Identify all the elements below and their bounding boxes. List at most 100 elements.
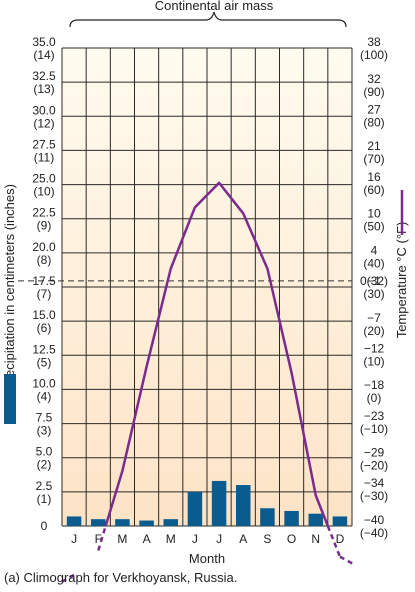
- precipitation-tick-in: (1): [37, 492, 52, 506]
- temperature-axis-title: Temperature °C (°F): [394, 222, 409, 339]
- precipitation-tick-cm: 15.0: [32, 308, 56, 322]
- temperature-tick-f: (−40): [360, 526, 388, 540]
- temperature-tick-f: (50): [363, 220, 384, 234]
- temperature-tick-c: 4: [371, 243, 378, 257]
- temperature-tick-c: −1: [367, 274, 381, 288]
- temperature-tick-f: (−20): [360, 459, 388, 473]
- temperature-tick-c: 21: [367, 139, 381, 153]
- month-tick-label: J: [216, 532, 222, 546]
- air-mass-brace: [69, 11, 347, 28]
- precipitation-tick-cm: 27.5: [32, 137, 56, 151]
- month-tick-label: F: [95, 532, 102, 546]
- temperature-tick-c: −29: [364, 446, 385, 460]
- precipitation-tick-in: (7): [37, 287, 52, 301]
- temperature-line: [58, 181, 356, 585]
- precipitation-tick-in: (11): [34, 150, 54, 164]
- temperature-tick-c: −18: [364, 378, 385, 392]
- month-tick-label: M: [166, 532, 176, 546]
- precipitation-tick-cm: 25.0: [32, 172, 56, 186]
- precipitation-bars: [66, 480, 348, 526]
- month-tick-label: N: [311, 532, 320, 546]
- grid-lines: [61, 47, 353, 527]
- precipitation-tick-in: (9): [37, 219, 52, 233]
- month-tick-label: A: [143, 532, 151, 546]
- temperature-tick-f: (40): [363, 256, 384, 270]
- precipitation-tick-cm: 12.5: [32, 342, 56, 356]
- temperature-tick-c: 38: [367, 35, 381, 49]
- precipitation-tick-in: (13): [33, 82, 54, 96]
- precipitation-bar: [284, 510, 299, 526]
- precipitation-bar: [308, 513, 323, 526]
- precipitation-tick-cm: 32.5: [32, 69, 56, 83]
- precipitation-bar: [236, 485, 251, 526]
- month-tick-label: A: [239, 532, 247, 546]
- precipitation-tick-in: (4): [37, 389, 52, 403]
- temperature-tick-c: −7: [367, 311, 381, 325]
- temperature-tick-c: −40: [364, 513, 385, 527]
- precipitation-tick-in: (6): [37, 321, 52, 335]
- month-tick-label: J: [71, 532, 77, 546]
- precipitation-bar: [260, 508, 275, 526]
- temperature-tick-c: 16: [367, 170, 381, 184]
- precipitation-bar: [332, 516, 348, 526]
- precipitation-tick-cm: 5.0: [36, 445, 53, 459]
- temperature-axis-ticks: 38(100) 32(90) 27(80) 21(70) 16(60) 10(50) 4(4…: [360, 35, 388, 540]
- month-tick-label: M: [117, 532, 127, 546]
- precipitation-tick-cm: 20.0: [32, 240, 56, 254]
- precipitation-bar: [139, 520, 154, 526]
- temperature-tick-f: (−10): [360, 422, 388, 436]
- temperature-tick-c: −34: [364, 476, 385, 490]
- precipitation-tick-cm: 17.5: [32, 274, 56, 288]
- precipitation-tick-cm: 30.0: [32, 103, 56, 117]
- temperature-tick-c: 27: [367, 102, 381, 116]
- temperature-line-below-axis: [97, 525, 107, 551]
- temperature-line-path: [104, 181, 329, 527]
- temperature-tick-f: (100): [360, 48, 388, 62]
- precipitation-legend-swatch: [4, 374, 16, 424]
- temperature-line-below-axis: [339, 555, 356, 566]
- month-tick-label: J: [192, 532, 198, 546]
- temperature-tick-c: −12: [364, 341, 385, 355]
- temperature-line-below-axis: [326, 525, 342, 558]
- temperature-line-below-axis: [58, 573, 75, 585]
- precipitation-bar: [211, 480, 227, 526]
- temperature-tick-f: (70): [363, 152, 384, 166]
- precipitation-tick-cm: 22.5: [32, 206, 56, 220]
- x-axis-title: Month: [189, 551, 225, 566]
- precipitation-axis-ticks: 35.0(14) 32.5(13) 30.0(12) 27.5(11) 25.0(10)…: [32, 35, 56, 533]
- temperature-tick-c: 32: [367, 72, 381, 86]
- precipitation-tick-cm: 10.0: [32, 376, 56, 390]
- precipitation-tick-cm: 35.0: [32, 35, 56, 49]
- precipitation-tick-cm: 7.5: [36, 411, 53, 425]
- precipitation-tick-in: (12): [33, 116, 54, 130]
- precipitation-tick-in: (14): [33, 48, 54, 62]
- temperature-tick-f: (0): [367, 391, 382, 405]
- month-tick-label: S: [263, 532, 271, 546]
- temperature-tick-f: (−30): [360, 489, 388, 503]
- precipitation-bar: [91, 519, 106, 526]
- precipitation-tick-in: (10): [33, 185, 54, 199]
- temperature-tick-c: −23: [364, 409, 385, 423]
- temperature-tick-c: 0(32): [360, 274, 388, 288]
- precipitation-tick-cm: 2.5: [36, 479, 53, 493]
- temperature-tick-f: (30): [363, 287, 384, 301]
- temperature-tick-f: (60): [363, 183, 384, 197]
- month-tick-label: D: [336, 532, 345, 546]
- precipitation-tick-in: (2): [37, 458, 52, 472]
- temperature-tick-f: (90): [363, 85, 384, 99]
- precipitation-tick-in: (8): [37, 253, 52, 267]
- precipitation-bar: [163, 519, 178, 526]
- temperature-tick-f: (10): [363, 354, 384, 368]
- air-mass-label: Continental air mass: [155, 0, 274, 13]
- temperature-tick-f: (20): [363, 324, 384, 338]
- figure-caption: (a) Climograph for Verkhoyansk, Russia.: [4, 570, 238, 585]
- precipitation-axis-title: Precipitation in centimeters (inches): [2, 184, 17, 390]
- precipitation-bar: [66, 516, 82, 526]
- temperature-tick-f: (80): [363, 115, 384, 129]
- precipitation-bar: [187, 491, 203, 526]
- precipitation-tick-in: (3): [37, 424, 52, 438]
- temperature-tick-c: 10: [367, 207, 381, 221]
- precipitation-bar: [115, 519, 130, 526]
